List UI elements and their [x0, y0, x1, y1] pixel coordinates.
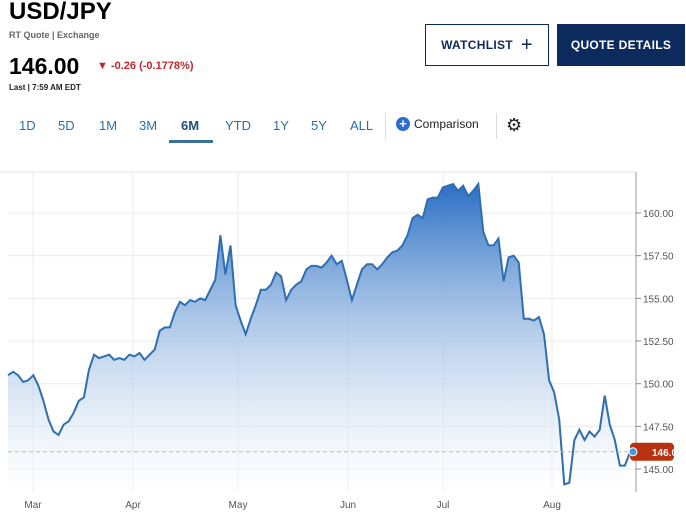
y-tick-label: 152.50 — [643, 337, 674, 348]
last-updated: Last | 7:59 AM EDT — [9, 83, 81, 92]
tab-1d[interactable]: 1D — [19, 118, 36, 133]
active-tab-underline — [169, 140, 213, 143]
x-tick-label: Jun — [340, 500, 356, 511]
tab-1y[interactable]: 1Y — [273, 118, 289, 133]
tab-5d[interactable]: 5D — [58, 118, 75, 133]
y-tick-label: 160.00 — [643, 209, 674, 220]
y-tick-label: 147.50 — [643, 422, 674, 433]
current-point — [628, 447, 638, 457]
change-value: -0.26 (-0.1778%) — [110, 60, 194, 72]
divider — [385, 113, 386, 139]
y-tick-label: 155.00 — [643, 294, 674, 305]
plus-circle-icon: + — [396, 117, 410, 131]
gear-icon[interactable]: ⚙ — [506, 115, 523, 135]
x-tick-label: Aug — [543, 500, 561, 511]
watchlist-button[interactable]: WATCHLIST + — [425, 24, 549, 66]
plus-icon: + — [520, 33, 533, 56]
x-tick-label: May — [229, 500, 248, 511]
tab-1m[interactable]: 1M — [99, 118, 118, 133]
price-area — [8, 184, 630, 492]
comparison-label: Comparison — [414, 117, 479, 131]
watchlist-label: WATCHLIST — [441, 38, 513, 52]
y-tick-label: 145.00 — [643, 465, 674, 476]
x-tick-label: Mar — [24, 500, 42, 511]
tab-6m[interactable]: 6M — [181, 118, 200, 133]
tab-5y[interactable]: 5Y — [311, 118, 327, 133]
quote-details-button[interactable]: QUOTE DETAILS — [557, 24, 685, 66]
tab-all[interactable]: ALL — [350, 118, 374, 133]
price: 146.00 — [9, 53, 80, 79]
price-line — [7, 181, 631, 486]
quote-source: RT Quote | Exchange — [9, 30, 100, 40]
x-tick-label: Apr — [125, 500, 141, 511]
down-arrow-icon: ▼ — [97, 60, 108, 72]
current-price-badge — [630, 442, 674, 461]
tab-ytd[interactable]: YTD — [225, 118, 251, 133]
price-change: ▼ -0.26 (-0.1778%) — [97, 60, 194, 72]
y-tick-label: 157.50 — [643, 252, 674, 263]
x-tick-label: Jul — [437, 500, 450, 511]
comparison-button[interactable]: + Comparison — [396, 117, 479, 131]
y-tick-label: 150.00 — [643, 380, 674, 391]
divider — [496, 113, 497, 139]
page-title: USD/JPY — [9, 0, 112, 25]
current-price-label: 146.01 — [652, 448, 683, 459]
tab-3m[interactable]: 3M — [139, 118, 158, 133]
